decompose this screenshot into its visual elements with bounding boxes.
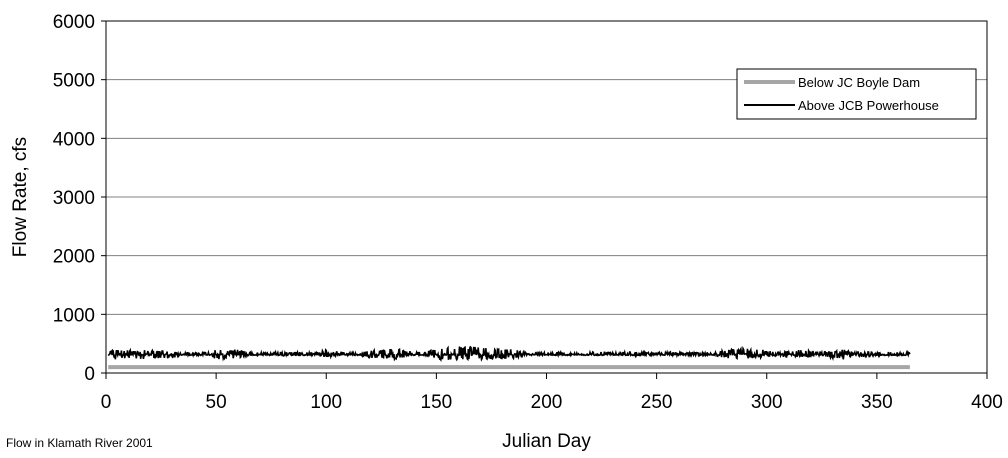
x-tick-label: 300: [751, 392, 783, 413]
legend-label-below-dam: Below JC Boyle Dam: [798, 75, 920, 90]
figure-caption: Flow in Klamath River 2001: [6, 436, 153, 450]
y-tick-label: 6000: [53, 12, 95, 33]
x-tick-label: 250: [641, 392, 673, 413]
series-line-above-powerhouse: [107, 345, 911, 363]
axis-ticks: [101, 20, 988, 379]
x-tick-label: 0: [101, 392, 112, 413]
y-tick-label: 3000: [53, 188, 95, 209]
x-tick-label: 200: [531, 392, 563, 413]
y-tick-labels: 0 1000 2000 3000 4000 5000 6000: [53, 12, 95, 385]
y-tick-label: 2000: [53, 247, 95, 268]
x-tick-label: 400: [971, 392, 1003, 413]
gridlines: [106, 79, 987, 315]
y-axis-title: Flow Rate, cfs: [10, 137, 31, 257]
x-tick-label: 100: [310, 392, 342, 413]
y-tick-label: 5000: [53, 71, 95, 92]
x-axis-title: Julian Day: [502, 431, 591, 452]
y-tick-label: 0: [84, 364, 95, 385]
series-layer: [107, 345, 911, 370]
x-tick-label: 50: [206, 392, 227, 413]
y-tick-label: 4000: [53, 129, 95, 150]
x-tick-labels: 0 50 100 150 200 250 300 350 400: [101, 392, 1003, 413]
legend-label-above-powerhouse: Above JCB Powerhouse: [798, 98, 939, 113]
x-tick-label: 350: [861, 392, 893, 413]
legend: Below JC Boyle Dam Above JCB Powerhouse: [736, 68, 977, 120]
x-tick-label: 150: [421, 392, 453, 413]
legend-box: [736, 68, 977, 120]
y-tick-label: 1000: [53, 305, 95, 326]
